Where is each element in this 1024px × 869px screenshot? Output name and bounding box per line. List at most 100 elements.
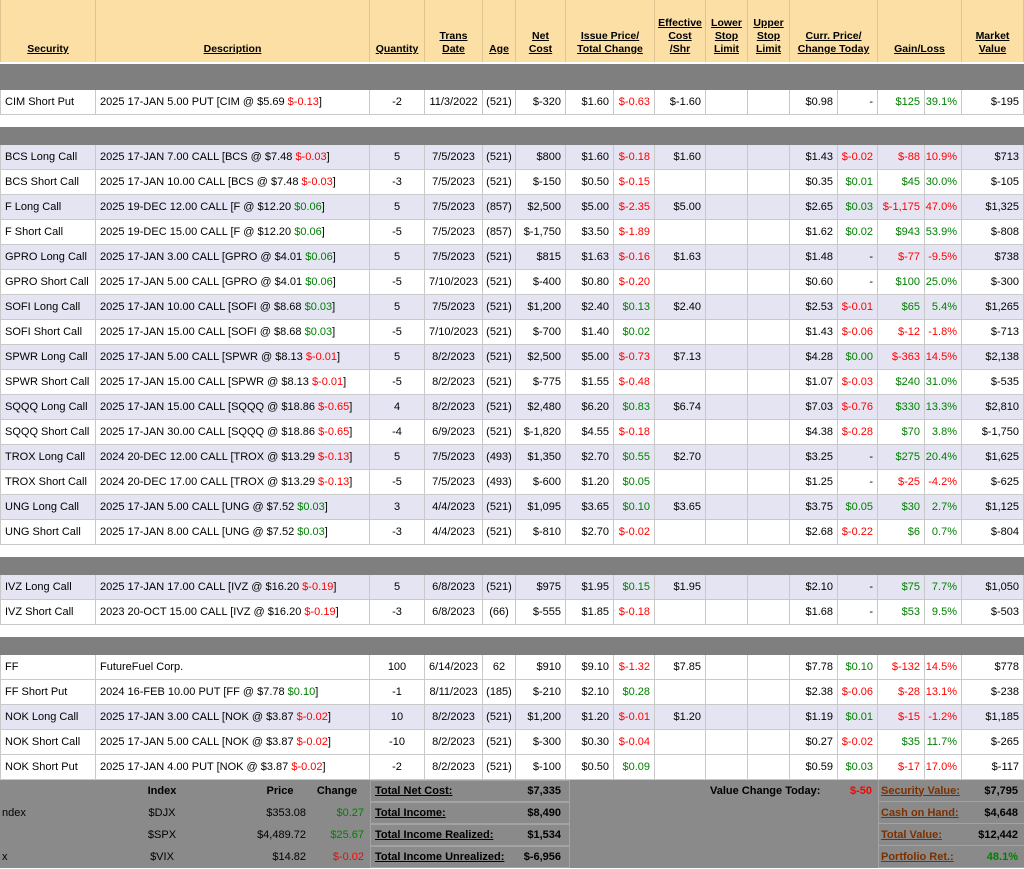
cell-upper-stop-limit[interactable]: [748, 420, 790, 445]
cell-effective-cost[interactable]: $3.65: [655, 495, 706, 520]
cell-curr-price[interactable]: $3.25: [790, 445, 838, 470]
cell-trans-date[interactable]: 7/5/2023: [425, 470, 483, 495]
cell-trans-date[interactable]: 8/2/2023: [425, 705, 483, 730]
cell-curr-price[interactable]: $1.19: [790, 705, 838, 730]
cell-lower-stop-limit[interactable]: [706, 655, 748, 680]
cell-quantity[interactable]: -3: [370, 520, 425, 545]
cell-total-change[interactable]: $0.83: [614, 395, 655, 420]
cell-gain-loss[interactable]: $45: [878, 170, 925, 195]
cell-age[interactable]: (521): [483, 245, 516, 270]
cell-upper-stop-limit[interactable]: [748, 600, 790, 625]
cell-description[interactable]: 2025 17-JAN 5.00 CALL [GPRO @ $4.01 $0.0…: [96, 270, 370, 295]
cell-gain-loss-pct[interactable]: -4.2%: [925, 470, 962, 495]
cell-trans-date[interactable]: 7/10/2023: [425, 270, 483, 295]
cell-change-today[interactable]: $-0.28: [838, 420, 878, 445]
cell-gain-loss[interactable]: $-363: [878, 345, 925, 370]
cell-trans-date[interactable]: 7/5/2023: [425, 245, 483, 270]
cell-gain-loss[interactable]: $330: [878, 395, 925, 420]
cell-age[interactable]: (521): [483, 395, 516, 420]
cell-gain-loss-pct[interactable]: -47.0%: [925, 195, 962, 220]
cell-change-today[interactable]: $0.05: [838, 495, 878, 520]
cell-upper-stop-limit[interactable]: [748, 755, 790, 780]
cell-age[interactable]: (521): [483, 345, 516, 370]
cell-net-cost[interactable]: $-400: [516, 270, 566, 295]
cell-gain-loss[interactable]: $-132: [878, 655, 925, 680]
portfolio-return[interactable]: Portfolio Ret.: 48.1%: [878, 846, 1024, 868]
cell-effective-cost[interactable]: $-1.60: [655, 90, 706, 115]
cell-change-today[interactable]: -: [838, 445, 878, 470]
cell-security[interactable]: TROX Long Call: [0, 445, 96, 470]
cell-total-change[interactable]: $0.55: [614, 445, 655, 470]
cell-market-value[interactable]: $-265: [962, 730, 1024, 755]
cell-security[interactable]: SPWR Long Call: [0, 345, 96, 370]
cell-gain-loss[interactable]: $240: [878, 370, 925, 395]
cell-change-today[interactable]: -: [838, 90, 878, 115]
cell-trans-date[interactable]: 11/3/2022: [425, 90, 483, 115]
cell-issue-price[interactable]: $2.70: [566, 520, 614, 545]
cell-upper-stop-limit[interactable]: [748, 445, 790, 470]
header-lower-stop-limit[interactable]: Lower Stop Limit: [706, 0, 748, 62]
cell-quantity[interactable]: -10: [370, 730, 425, 755]
cell-effective-cost[interactable]: [655, 730, 706, 755]
cell-gain-loss-pct[interactable]: -14.5%: [925, 345, 962, 370]
cell-net-cost[interactable]: $-150: [516, 170, 566, 195]
cell-trans-date[interactable]: 8/2/2023: [425, 730, 483, 755]
cell-market-value[interactable]: $-238: [962, 680, 1024, 705]
cell-lower-stop-limit[interactable]: [706, 600, 748, 625]
cell-curr-price[interactable]: $0.59: [790, 755, 838, 780]
index-symbol-cell[interactable]: $DJX: [148, 807, 176, 819]
cell-quantity[interactable]: 5: [370, 195, 425, 220]
cell-gain-loss-pct[interactable]: -14.5%: [925, 655, 962, 680]
cell-issue-price[interactable]: $0.50: [566, 170, 614, 195]
cell-age[interactable]: (521): [483, 170, 516, 195]
cell-description[interactable]: 2025 17-JAN 15.00 CALL [SQQQ @ $18.86 $-…: [96, 395, 370, 420]
cell-total-change[interactable]: $-1.89: [614, 220, 655, 245]
cell-gain-loss[interactable]: $35: [878, 730, 925, 755]
cell-description[interactable]: 2025 19-DEC 15.00 CALL [F @ $12.20 $0.06…: [96, 220, 370, 245]
cell-issue-price[interactable]: $1.55: [566, 370, 614, 395]
cell-description[interactable]: FutureFuel Corp.: [96, 655, 370, 680]
cell-gain-loss-pct[interactable]: -10.9%: [925, 145, 962, 170]
cell-age[interactable]: (521): [483, 705, 516, 730]
cell-net-cost[interactable]: $-555: [516, 600, 566, 625]
cell-upper-stop-limit[interactable]: [748, 705, 790, 730]
cell-quantity[interactable]: 5: [370, 345, 425, 370]
cell-upper-stop-limit[interactable]: [748, 575, 790, 600]
cell-change-today[interactable]: $0.10: [838, 655, 878, 680]
cell-gain-loss-pct[interactable]: 11.7%: [925, 730, 962, 755]
cell-issue-price[interactable]: $2.10: [566, 680, 614, 705]
total-income-realized[interactable]: Total Income Realized: $1,534: [370, 824, 570, 846]
cell-gain-loss-pct[interactable]: 2.7%: [925, 495, 962, 520]
cell-total-change[interactable]: $-0.18: [614, 145, 655, 170]
cell-net-cost[interactable]: $-600: [516, 470, 566, 495]
cell-description[interactable]: 2025 17-JAN 4.00 PUT [NOK @ $3.87 $-0.02…: [96, 755, 370, 780]
cell-change-today[interactable]: $-0.06: [838, 320, 878, 345]
cell-curr-price[interactable]: $0.35: [790, 170, 838, 195]
cell-quantity[interactable]: 5: [370, 145, 425, 170]
cell-issue-price[interactable]: $2.40: [566, 295, 614, 320]
cell-gain-loss[interactable]: $70: [878, 420, 925, 445]
cell-quantity[interactable]: 3: [370, 495, 425, 520]
cell-age[interactable]: (521): [483, 370, 516, 395]
cell-net-cost[interactable]: $-320: [516, 90, 566, 115]
cell-effective-cost[interactable]: [655, 680, 706, 705]
cell-market-value[interactable]: $1,185: [962, 705, 1024, 730]
cell-lower-stop-limit[interactable]: [706, 195, 748, 220]
cell-trans-date[interactable]: 7/5/2023: [425, 195, 483, 220]
header-net-cost[interactable]: Net Cost: [516, 0, 566, 62]
cell-trans-date[interactable]: 6/9/2023: [425, 420, 483, 445]
cell-description[interactable]: 2025 17-JAN 30.00 CALL [SQQQ @ $18.86 $-…: [96, 420, 370, 445]
cell-issue-price[interactable]: $5.00: [566, 345, 614, 370]
cell-effective-cost[interactable]: $1.60: [655, 145, 706, 170]
cell-quantity[interactable]: -5: [370, 220, 425, 245]
cell-trans-date[interactable]: 7/5/2023: [425, 170, 483, 195]
cell-issue-price[interactable]: $1.60: [566, 145, 614, 170]
index-symbol-cell[interactable]: $VIX: [150, 851, 174, 863]
cell-curr-price[interactable]: $2.65: [790, 195, 838, 220]
cell-quantity[interactable]: -4: [370, 420, 425, 445]
cell-market-value[interactable]: $738: [962, 245, 1024, 270]
cell-effective-cost[interactable]: $6.74: [655, 395, 706, 420]
cell-effective-cost[interactable]: $1.95: [655, 575, 706, 600]
cell-change-today[interactable]: -: [838, 600, 878, 625]
cell-net-cost[interactable]: $1,200: [516, 295, 566, 320]
